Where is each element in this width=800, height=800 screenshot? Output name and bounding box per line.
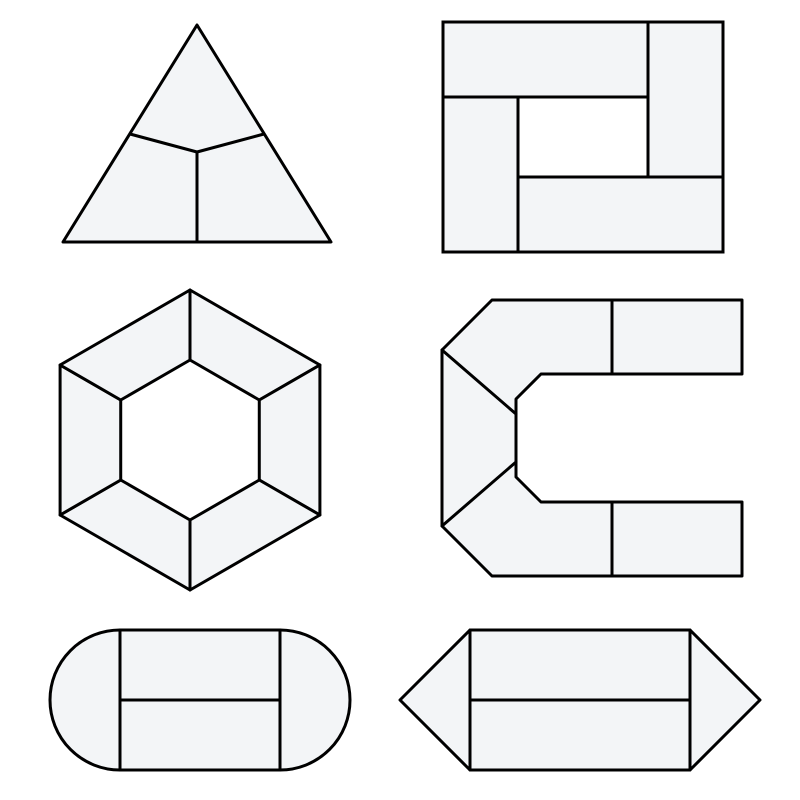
shape-diagram (0, 0, 800, 800)
c-shape (442, 300, 742, 576)
triangle-shape (63, 25, 331, 242)
hexagon-ring-shape (60, 290, 320, 590)
elongated-hex-shape (400, 630, 760, 770)
square-pinwheel-shape (443, 22, 723, 252)
stadium-shape (50, 630, 350, 770)
